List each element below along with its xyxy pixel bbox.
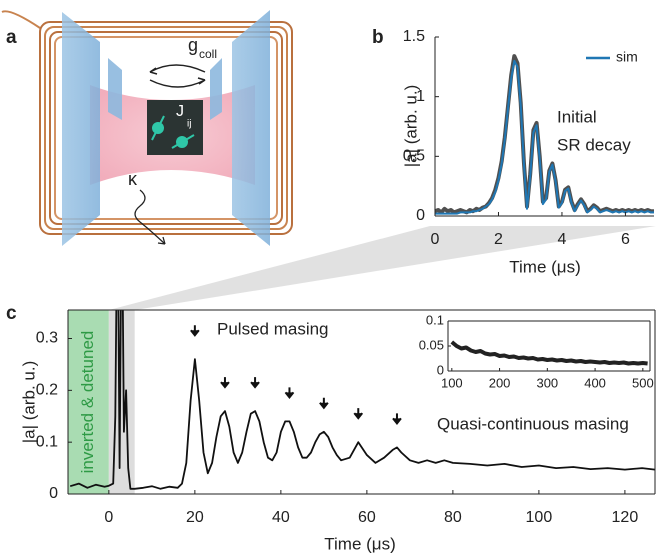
- x-tick-label: 20: [186, 509, 204, 526]
- y-axis-label: |a| (arb. u.): [401, 85, 420, 168]
- x-tick-label: 300: [536, 375, 558, 390]
- y-tick-label: 0.3: [36, 330, 58, 347]
- plot-area: [434, 54, 654, 215]
- y-tick-label: 1: [416, 88, 425, 105]
- data-line: [435, 59, 654, 215]
- x-tick-label: 200: [489, 375, 511, 390]
- peak-arrow: [319, 397, 329, 410]
- loss-symbol: κ: [128, 169, 138, 189]
- x-tick-label: 400: [584, 375, 606, 390]
- x-tick-label: 0: [431, 231, 440, 248]
- x-tick-label: 0: [104, 509, 113, 526]
- x-tick-label: 40: [272, 509, 290, 526]
- y-axis-label: |a| (arb. u.): [19, 361, 38, 444]
- y-tick-label: 1.5: [403, 28, 425, 45]
- x-tick-label: 500: [632, 375, 654, 390]
- y-tick-label: 0.1: [426, 312, 444, 327]
- x-tick-label: 4: [558, 231, 567, 248]
- coupling-symbol: g: [188, 35, 198, 55]
- coupling-subscript: coll: [199, 47, 217, 61]
- y-tick-label: 0.1: [36, 433, 58, 450]
- y-tick-label: 0: [416, 207, 425, 224]
- y-tick-label: 0.5: [403, 148, 425, 165]
- peak-arrow: [250, 377, 260, 389]
- peak-arrow: [353, 408, 364, 420]
- peak-arrow: [392, 413, 402, 425]
- panel-label: c: [6, 303, 17, 324]
- plot-area: [69, 310, 655, 490]
- x-axis-label: Time (μs): [509, 257, 581, 276]
- x-tick-label: 100: [441, 375, 463, 390]
- annotation: Pulsed masing: [217, 319, 329, 338]
- shaded-region: [108, 310, 135, 494]
- y-tick-label: 0.05: [419, 337, 444, 352]
- x-tick-label: 80: [444, 509, 462, 526]
- annotation: SR decay: [557, 135, 631, 154]
- x-tick-label: 60: [358, 509, 376, 526]
- legend-label: sim: [616, 49, 638, 65]
- annotation: Initial: [557, 107, 597, 126]
- data-line: [450, 340, 648, 366]
- data-line: [434, 54, 654, 215]
- cavity-diagram: [1, 10, 293, 246]
- plot-area: [450, 340, 648, 366]
- y-tick-label: 0.2: [36, 382, 58, 399]
- region-label: inverted & detuned: [78, 331, 97, 474]
- y-tick-label: 0: [49, 485, 58, 502]
- x-axis-label: Time (μs): [324, 534, 396, 553]
- annotation: Quasi-continuous masing: [437, 414, 629, 433]
- shaded-region: [68, 310, 109, 494]
- interaction-symbol: J: [176, 103, 184, 120]
- zoom-funnel: [109, 226, 656, 310]
- y-tick-label: 0: [437, 362, 444, 377]
- x-tick-label: 120: [612, 509, 639, 526]
- x-tick-label: 100: [526, 509, 553, 526]
- panel-label: b: [372, 27, 384, 48]
- peak-arrow: [190, 325, 200, 337]
- x-tick-label: 2: [494, 231, 503, 248]
- data-line: [69, 310, 655, 490]
- interaction-subscript: ij: [187, 119, 191, 130]
- peak-arrow: [220, 377, 230, 389]
- x-tick-label: 6: [621, 231, 630, 248]
- panel-label: a: [6, 27, 17, 48]
- peak-arrow: [284, 387, 295, 400]
